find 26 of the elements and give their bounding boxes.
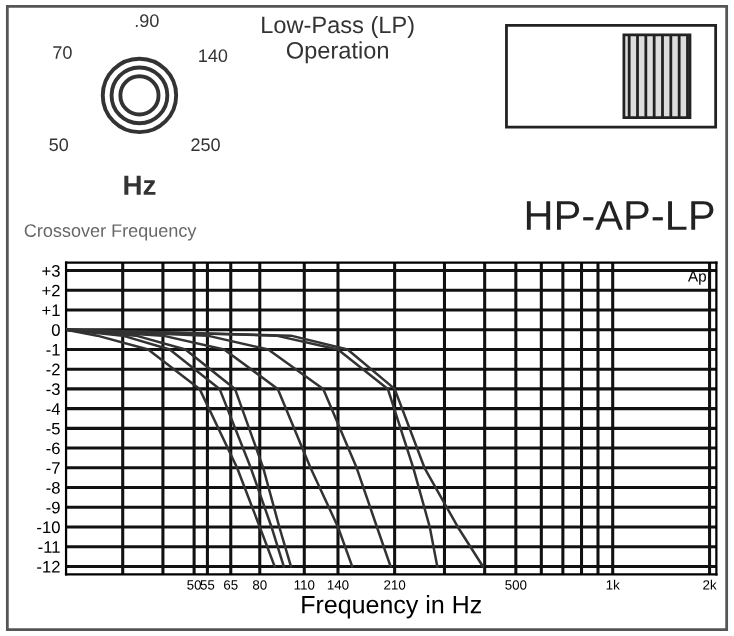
y-tick-label: -7 bbox=[46, 462, 60, 474]
y-tick-label: -11 bbox=[38, 541, 60, 553]
y-tick-label: +2 bbox=[42, 284, 60, 297]
text: 140 bbox=[199, 49, 228, 63]
y-tick-label: -6 bbox=[46, 442, 60, 455]
y-tick-label: +3 bbox=[42, 264, 60, 277]
text: Hz bbox=[124, 175, 156, 195]
y-tick-label: -9 bbox=[46, 501, 60, 514]
text: 70 bbox=[53, 46, 72, 59]
y-tick-label: -2 bbox=[46, 363, 60, 376]
text: 50 bbox=[49, 138, 69, 152]
chart-subtitle: HP-AP-LP bbox=[526, 201, 714, 230]
y-tick-label: -10 bbox=[37, 521, 60, 534]
text: .90 bbox=[135, 14, 159, 28]
y-tick-label: 0 bbox=[51, 324, 60, 336]
y-tick-label: -4 bbox=[46, 403, 61, 415]
y-tick-label: -8 bbox=[46, 481, 60, 494]
x-axis-title: Frequency in Hz bbox=[302, 595, 481, 619]
text: 250 bbox=[191, 138, 220, 152]
y-tick-label: -3 bbox=[46, 383, 60, 396]
y-tick-label: +1 bbox=[42, 304, 60, 317]
text: Crossover Frequency bbox=[24, 224, 197, 241]
chart-title: Low-Pass (LP) Operation bbox=[262, 15, 414, 64]
y-tick-label: -1 bbox=[46, 344, 60, 356]
y-tick-label: -5 bbox=[46, 422, 60, 435]
y-tick-label: -12 bbox=[37, 560, 60, 573]
